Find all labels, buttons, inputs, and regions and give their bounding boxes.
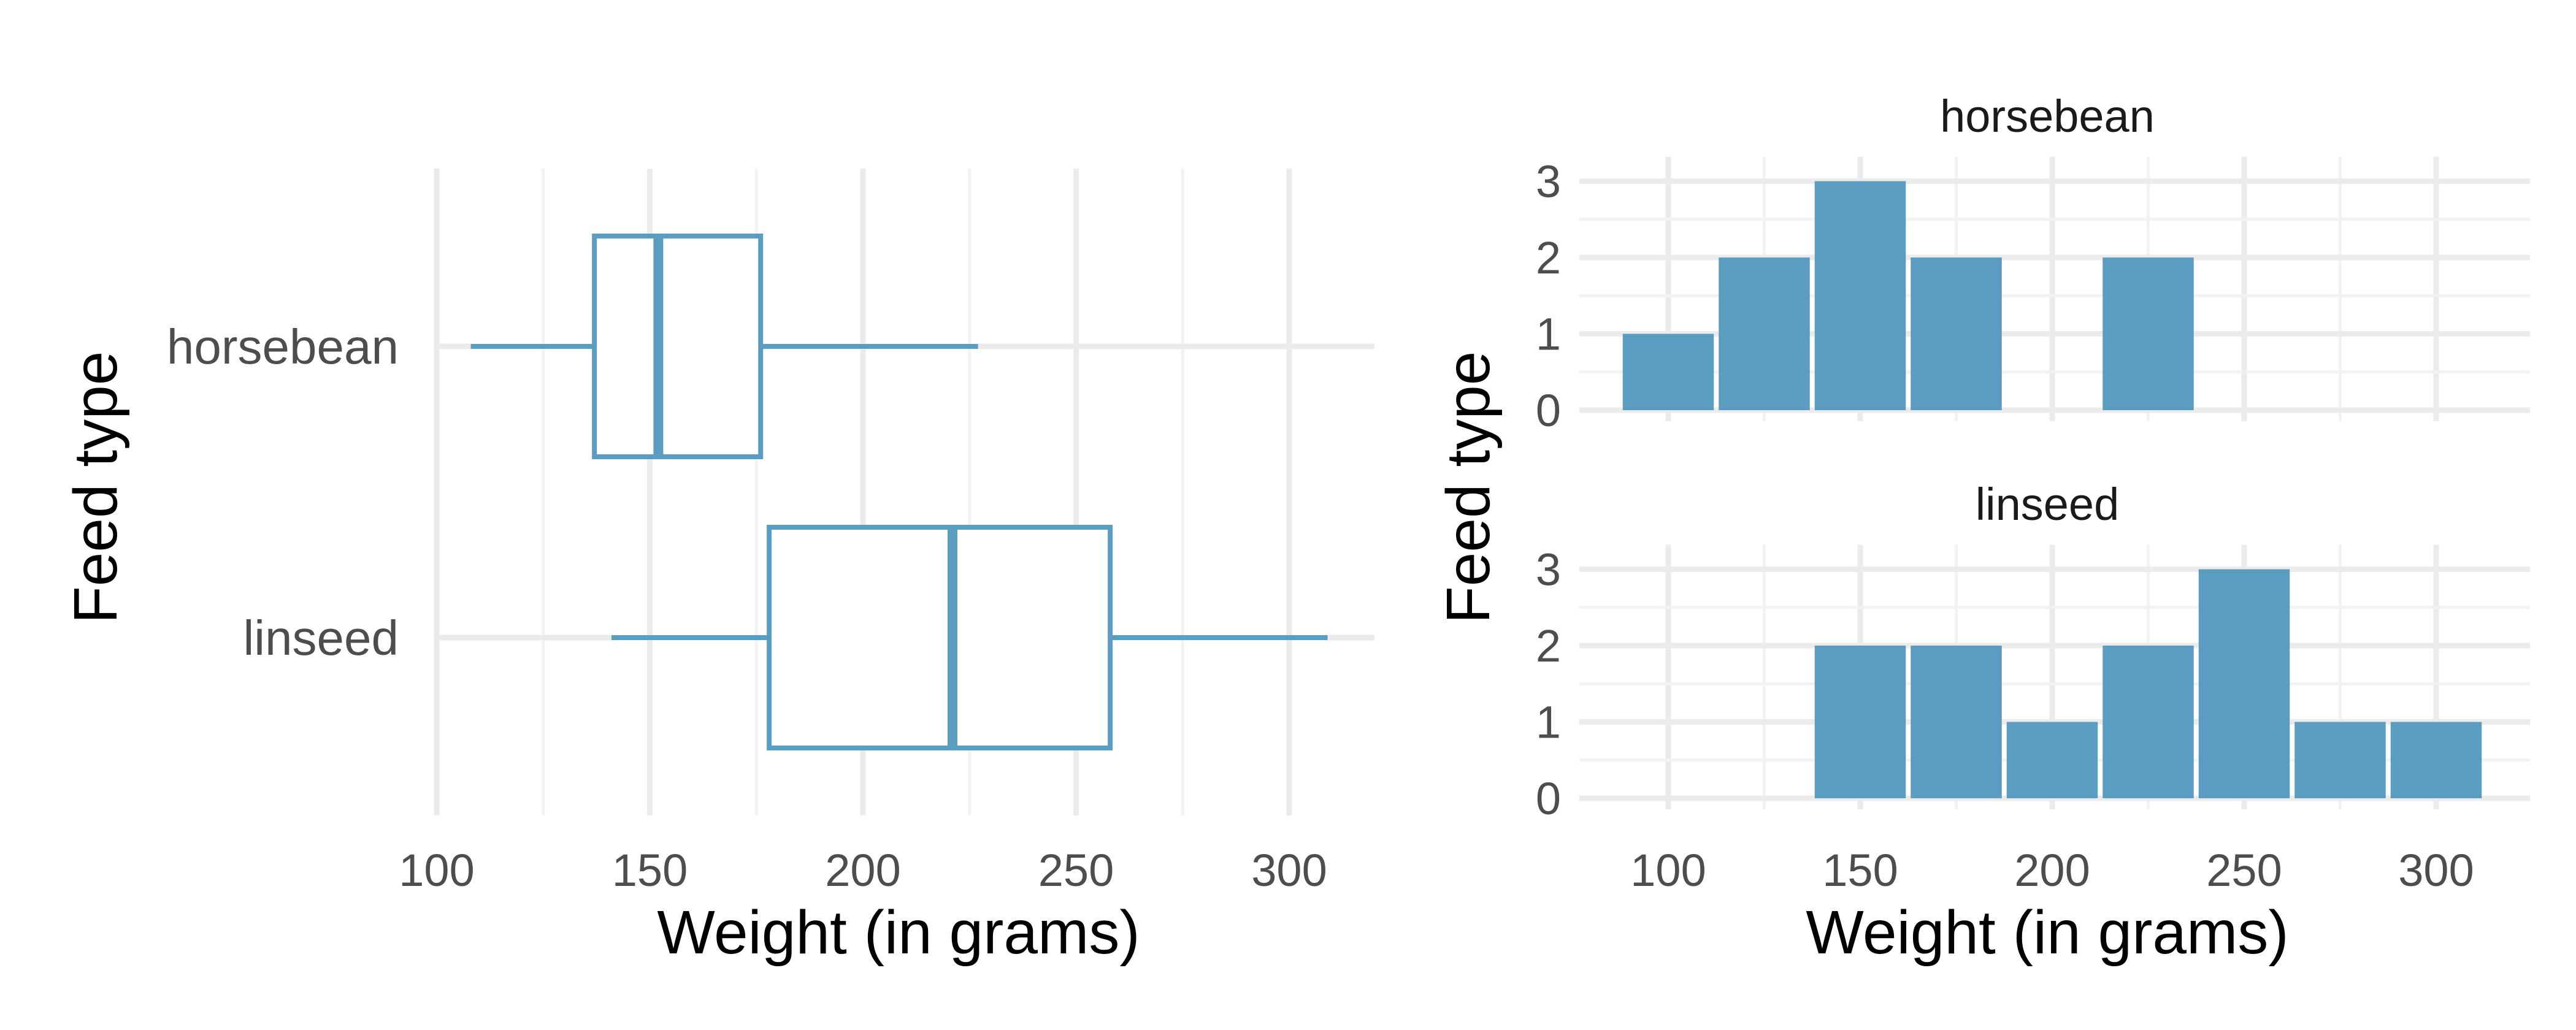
boxplot-panel: 100 150 200 250 300 horsebean linseed Weight … [61, 169, 1374, 967]
histogram-y-tick-labels: 0 1 2 3 0 1 2 3 [1536, 156, 1561, 825]
histogram-panel: horsebean linseed 0 1 2 3 0 1 2 3 100 150 200 250 3… [1434, 91, 2530, 967]
boxplot-marks [470, 234, 1328, 750]
histogram-y-tick-label: 3 [1536, 156, 1561, 207]
boxplot-box-linseed [767, 525, 1113, 750]
histogram-bar-linseed [1911, 646, 2002, 798]
histogram-bar-linseed [2006, 722, 2098, 798]
histogram-bar-horsebean [1719, 258, 1810, 410]
histogram-x-tick-label: 300 [2398, 845, 2474, 896]
histogram-bar-linseed [1814, 646, 1906, 798]
boxplot-category-label-linseed: linseed [243, 611, 399, 665]
histogram-y-tick-label: 2 [1536, 232, 1561, 283]
histogram-bars [1622, 181, 2482, 798]
boxplot-box-horsebean [592, 234, 764, 459]
histogram-y-tick-label: 3 [1536, 544, 1561, 595]
boxplot-category-labels: horsebean linseed [167, 319, 399, 665]
histogram-x-tick-label: 100 [1630, 845, 1706, 896]
facet-title-horsebean: horsebean [1940, 91, 2155, 142]
boxplot-x-tick-label: 150 [612, 845, 688, 896]
histogram-y-axis-title: Feed type [1434, 351, 1503, 624]
boxplot-x-tick-label: 100 [399, 845, 474, 896]
boxplot-x-tick-label: 250 [1038, 845, 1114, 896]
histogram-y-tick-label: 1 [1536, 309, 1561, 360]
histogram-bar-linseed [2103, 646, 2194, 798]
histogram-y-tick-label: 0 [1536, 385, 1561, 436]
histogram-x-tick-label: 200 [2014, 845, 2090, 896]
histogram-x-axis-title: Weight (in grams) [1806, 898, 2288, 967]
histogram-bar-linseed [2198, 569, 2290, 798]
facet-title-linseed: linseed [1976, 479, 2120, 530]
histogram-bar-horsebean [1622, 334, 1714, 410]
histogram-bar-horsebean [1911, 258, 2002, 410]
histogram-x-tick-labels: 100 150 200 250 300 [1630, 845, 2474, 896]
histogram-bar-linseed [2294, 722, 2386, 798]
boxplot-x-axis-title: Weight (in grams) [657, 898, 1140, 967]
histogram-x-tick-label: 250 [2206, 845, 2282, 896]
histogram-bar-horsebean [1814, 181, 1906, 410]
histogram-y-tick-label: 2 [1536, 620, 1561, 671]
boxplot-x-tick-labels: 100 150 200 250 300 [399, 845, 1327, 896]
histogram-bar-horsebean [2103, 258, 2194, 410]
boxplot-x-tick-label: 300 [1251, 845, 1327, 896]
boxplot-category-label-horsebean: horsebean [167, 319, 399, 374]
histogram-bar-linseed [2390, 722, 2482, 798]
boxplot-x-tick-label: 200 [825, 845, 900, 896]
boxplot-y-axis-title: Feed type [61, 351, 130, 624]
histogram-y-tick-label: 0 [1536, 773, 1561, 824]
histogram-x-tick-label: 150 [1822, 845, 1898, 896]
histogram-y-tick-label: 1 [1536, 697, 1561, 748]
